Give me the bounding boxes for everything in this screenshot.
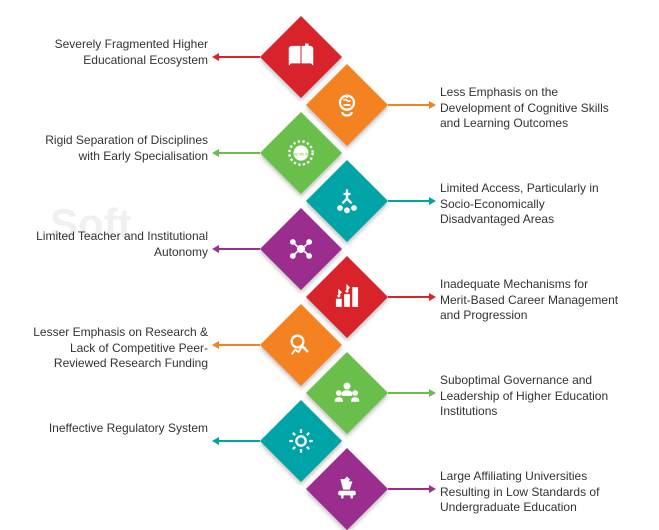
label-0: Severely Fragmented Higher Educational E… [28,37,208,68]
label-1: Less Emphasis on the Development of Cogn… [440,85,620,132]
label-6: Lesser Emphasis on Research & Lack of Co… [28,325,208,372]
book-icon [287,43,315,71]
arrow-3 [388,200,430,202]
governance-icon [333,379,361,407]
regulatory-icon [287,427,315,455]
label-9: Large Affiliating Universities Resulting… [440,469,620,516]
svg-text:DISCIPLINE: DISCIPLINE [291,152,311,156]
arrow-7 [388,392,430,394]
label-3: Limited Access, Particularly in Socio-Ec… [440,181,620,228]
label-2: Rigid Separation of Disciplines with Ear… [28,133,208,164]
brain-icon [333,91,361,119]
discipline-icon: DISCIPLINE [287,139,315,167]
label-5: Inadequate Mechanisms for Merit-Based Ca… [440,277,620,324]
arrow-4 [218,248,260,250]
affiliating-icon [333,475,361,503]
research-icon [287,331,315,359]
label-8: Ineffective Regulatory System [28,421,208,437]
career-icon [333,283,361,311]
access-icon [333,187,361,215]
arrow-1 [388,104,430,106]
diagram-container: Severely Fragmented Higher Educational E… [0,0,659,514]
arrow-5 [388,296,430,298]
label-7: Suboptimal Governance and Leadership of … [440,373,620,420]
arrow-9 [388,488,430,490]
arrow-8 [218,440,260,442]
arrow-6 [218,344,260,346]
arrow-2 [218,152,260,154]
arrow-0 [218,56,260,58]
label-4: Limited Teacher and Institutional Autono… [28,229,208,260]
autonomy-icon [287,235,315,263]
